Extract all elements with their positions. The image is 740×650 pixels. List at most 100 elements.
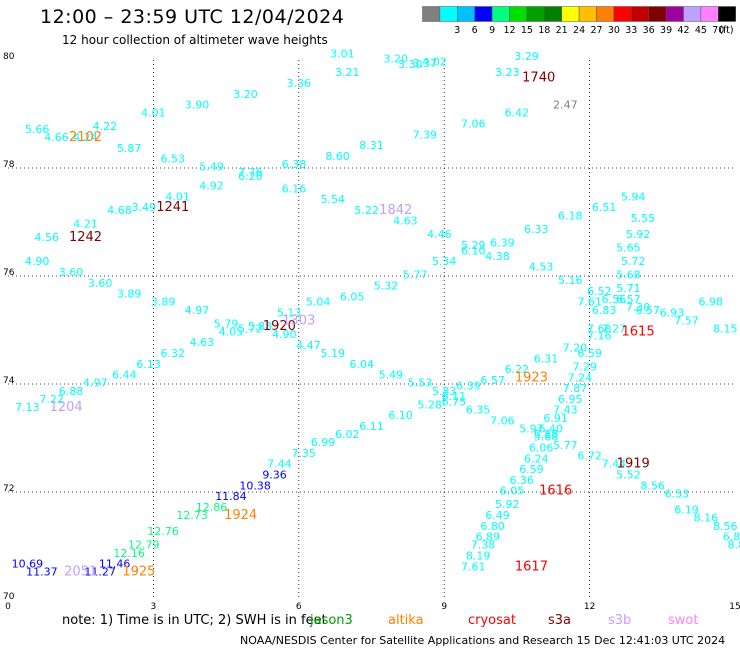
wave-height-value: 6.02 <box>335 428 360 441</box>
wave-height-value: 10.38 <box>239 479 271 492</box>
wave-height-value: 6.57 <box>636 304 661 317</box>
wave-height-value: 6.83 <box>723 531 740 544</box>
wave-height-value: 5.68 <box>616 269 641 282</box>
wave-height-value: 3.37 <box>413 57 438 70</box>
wave-height-value: 4.97 <box>83 377 108 390</box>
wave-height-value: 7.13 <box>15 401 40 414</box>
wave-height-value: 3.21 <box>335 66 360 79</box>
wave-height-value: 9.36 <box>262 469 287 482</box>
colorbar-tick-label: 30 <box>608 25 620 36</box>
track-time-label: 1920 <box>263 319 296 334</box>
wave-height-value: 5.29 <box>461 239 486 252</box>
wave-height-value: 6.22 <box>505 363 530 376</box>
wave-height-value: 5.13 <box>277 307 302 320</box>
wave-height-value: 12.79 <box>128 539 160 552</box>
wave-height-value: 6.83 <box>592 304 617 317</box>
y-tick-label: 78 <box>3 160 15 170</box>
wave-height-value: 4.97 <box>185 304 210 317</box>
wave-height-value: 6.11 <box>359 420 384 433</box>
wave-height-value: 5.72 <box>238 323 263 336</box>
wave-height-value: 4.90 <box>25 255 50 268</box>
wave-height-value: 5.19 <box>320 347 345 360</box>
legend-s3b: s3b <box>608 613 632 628</box>
wave-height-value: 4.22 <box>93 120 118 133</box>
wave-height-value: 7.29 <box>573 361 598 374</box>
track-time-label: 1842 <box>379 203 412 218</box>
wave-height-value: 6.13 <box>136 358 161 371</box>
wave-height-value: 5.77 <box>553 439 578 452</box>
x-tick-label: 15 <box>729 602 740 612</box>
wave-height-value: 5.52 <box>616 469 641 482</box>
wave-height-value: 6.53 <box>665 487 690 500</box>
wave-height-value: 7.87 <box>563 382 588 395</box>
colorbar-tick-label: 33 <box>625 25 637 36</box>
wave-height-value: 12.73 <box>176 509 208 522</box>
wave-height-value: 6.49 <box>485 509 510 522</box>
wave-height-value: 6.57 <box>616 293 641 306</box>
wave-height-value: 7.39 <box>413 128 438 141</box>
wave-height-value: 5.53 <box>408 377 433 390</box>
colorbar-tick-label: 42 <box>677 25 689 36</box>
wave-height-value: 8.31 <box>359 139 384 152</box>
wave-height-value: 4.92 <box>199 180 224 193</box>
wave-height-value: 3.89 <box>151 296 176 309</box>
wave-height-value: 4.01 <box>141 107 166 120</box>
y-tick-label: 70 <box>3 592 15 602</box>
x-tick-label: 9 <box>441 602 447 612</box>
wave-height-value: 5.92 <box>626 228 651 241</box>
x-tick-label: 0 <box>5 602 11 612</box>
wave-height-value: 4.63 <box>190 336 215 349</box>
wave-height-value: 6.89 <box>476 531 501 544</box>
colorbar-tick-label: 45 <box>695 25 707 36</box>
wave-height-value: 8.60 <box>325 150 350 163</box>
x-tick-label: 3 <box>151 602 157 612</box>
y-tick-label: 80 <box>3 52 15 62</box>
wave-height-value: 6.35 <box>466 404 491 417</box>
wave-height-value: 5.68 <box>534 431 559 444</box>
wave-height-value: 6.99 <box>311 436 336 449</box>
colorbar-tick-label: 3 <box>454 25 460 36</box>
wave-height-value: 4.05 <box>219 325 244 338</box>
wave-height-value: 6.10 <box>388 409 413 422</box>
footer-credit: NOAA/NESDIS Center for Satellite Applica… <box>240 634 726 647</box>
track-time-label: 1242 <box>69 230 102 245</box>
wave-height-value: 6.51 <box>592 201 617 214</box>
wave-height-value: 8.56 <box>713 520 738 533</box>
colorbar-tick-label: 9 <box>489 25 495 36</box>
wave-height-value: 8.19 <box>466 550 491 563</box>
wave-height-value: 6.33 <box>524 223 549 236</box>
wave-height-value: 6.91 <box>543 412 568 425</box>
wave-height-value: 5.54 <box>320 193 345 206</box>
wave-height-value: 12.76 <box>147 525 179 538</box>
track-time-label: 2051 <box>64 565 97 580</box>
wave-height-value: 7.24 <box>568 371 593 384</box>
wave-height-value: 3.90 <box>185 99 210 112</box>
colorbar-tick-label: 15 <box>521 25 533 36</box>
track-time-label: 1204 <box>50 400 83 415</box>
wave-height-value: 5.94 <box>621 190 646 203</box>
colorbar-tick-label: 27 <box>590 25 602 36</box>
colorbar-tick-label: 12 <box>503 25 515 36</box>
legend-jason3: jason3 <box>310 613 353 628</box>
wave-height-value: 7.06 <box>461 118 486 131</box>
wave-height-value: 6.19 <box>674 504 699 517</box>
wave-height-value: 7.68 <box>587 323 612 336</box>
track-time-label: 1617 <box>515 559 548 574</box>
wave-height-value: 3.89 <box>117 288 142 301</box>
wave-height-value: 7.27 <box>602 323 627 336</box>
wave-height-value: 7.61 <box>461 560 486 573</box>
wave-height-value: 6.98 <box>699 296 724 309</box>
wave-height-value: 4.24 <box>73 131 98 144</box>
x-tick-label: 6 <box>296 602 302 612</box>
wave-height-value: 6.39 <box>490 236 515 249</box>
wave-height-value: 7.06 <box>490 415 515 428</box>
legend-cryosat: cryosat <box>468 613 516 628</box>
colorbar-tick-label: 24 <box>573 25 585 36</box>
track-time-label: 1924 <box>224 508 257 523</box>
wave-height-value: 4.53 <box>529 261 554 274</box>
colorbar-tick-label: 18 <box>538 25 550 36</box>
y-tick-label: 72 <box>3 484 14 494</box>
wave-height-value: 4.01 <box>165 190 190 203</box>
colorbar-tick-label: 6 <box>472 25 478 36</box>
wave-height-value: 6.56 <box>602 293 627 306</box>
